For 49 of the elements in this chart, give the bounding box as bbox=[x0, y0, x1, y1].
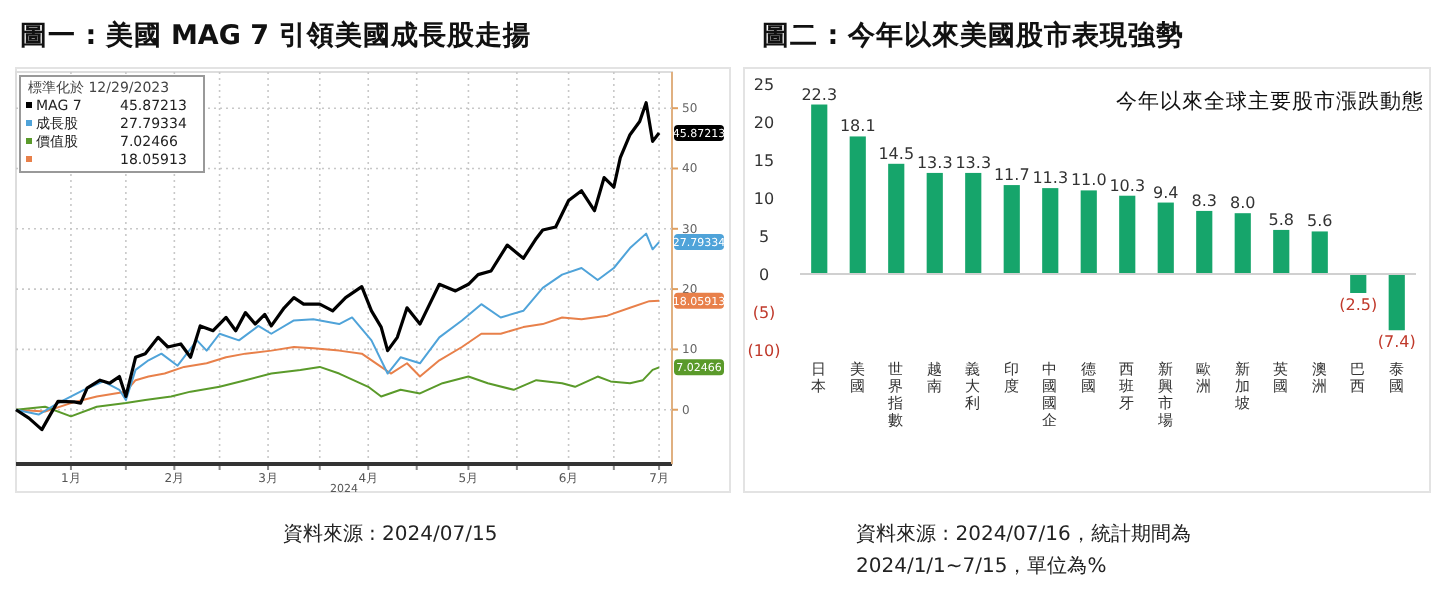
bar bbox=[1234, 213, 1251, 274]
line-series bbox=[14, 101, 661, 432]
bar bbox=[1196, 210, 1213, 274]
chart-subtitle: 今年以來全球主要股市漲跌動態 bbox=[1116, 88, 1424, 114]
y-tick-label: 0 bbox=[758, 266, 770, 284]
data-label: 11.3 bbox=[1032, 169, 1069, 188]
source-note: 資料來源 : 2024/07/16，統計期間為 bbox=[856, 522, 1191, 546]
line-series bbox=[15, 232, 661, 416]
data-label: 8.0 bbox=[1230, 194, 1256, 213]
data-label: 8.3 bbox=[1191, 191, 1217, 210]
data-label: (7.4) bbox=[1377, 333, 1416, 352]
data-label: 11.7 bbox=[993, 166, 1030, 185]
bar bbox=[1003, 185, 1020, 274]
bar bbox=[1350, 274, 1367, 293]
bar bbox=[1273, 229, 1290, 274]
bar bbox=[1388, 274, 1405, 331]
bar bbox=[1042, 188, 1059, 274]
bar bbox=[1157, 202, 1174, 274]
y-tick-label: 5 bbox=[758, 228, 770, 246]
data-label: (2.5) bbox=[1339, 296, 1378, 314]
data-label: 13.3 bbox=[916, 153, 953, 172]
line-series bbox=[15, 365, 661, 418]
bar bbox=[849, 136, 866, 274]
data-label: 13.3 bbox=[955, 153, 992, 172]
bar bbox=[1311, 231, 1328, 274]
chart-title: 圖二 : 今年以來美國股市表現強勢 bbox=[762, 18, 1184, 52]
y-tick-label: 25 bbox=[753, 76, 775, 94]
y-tick-label: 10 bbox=[753, 190, 775, 208]
bar bbox=[811, 104, 828, 274]
data-label: 9.4 bbox=[1153, 183, 1179, 202]
data-label: 10.3 bbox=[1109, 176, 1146, 195]
bar bbox=[1080, 190, 1097, 274]
bar bbox=[888, 163, 905, 274]
bar bbox=[1119, 195, 1136, 274]
source-note: 資料來源 : 2024/07/15 bbox=[282, 522, 498, 546]
data-label: 11.0 bbox=[1070, 171, 1107, 190]
bar bbox=[965, 172, 982, 274]
data-label: 5.8 bbox=[1268, 210, 1294, 229]
data-label: 18.1 bbox=[839, 117, 876, 136]
data-label: 14.5 bbox=[878, 144, 915, 163]
bar bbox=[926, 172, 943, 274]
chart-title: 圖一 : 美國 MAG 7 引領美國成長股走揚 bbox=[20, 18, 531, 52]
text: 2024/1/1~7/15，單位為% bbox=[856, 554, 1107, 578]
y-tick-label: (10) bbox=[747, 342, 781, 360]
y-tick-label: 20 bbox=[753, 114, 775, 132]
y-tick-label: (5) bbox=[752, 304, 776, 322]
data-label: 5.6 bbox=[1307, 212, 1333, 231]
y-tick-label: 15 bbox=[753, 152, 775, 170]
data-label: 22.3 bbox=[801, 85, 838, 104]
